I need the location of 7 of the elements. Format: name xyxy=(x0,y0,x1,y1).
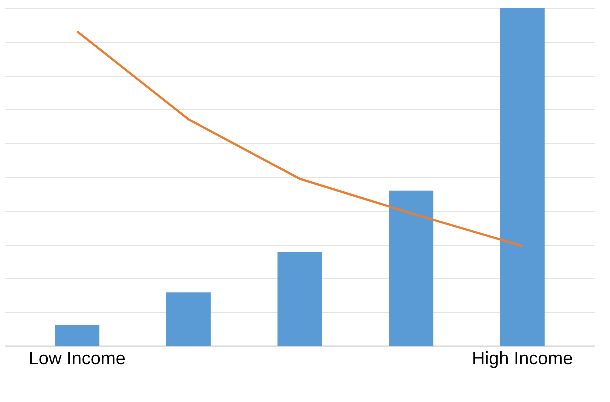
bar xyxy=(55,325,100,346)
bar xyxy=(278,252,322,346)
x-tick-label: High Income xyxy=(472,348,574,368)
x-tick-label: Low Income xyxy=(28,348,126,368)
bar xyxy=(500,8,545,346)
bar xyxy=(166,292,211,346)
bar xyxy=(389,190,434,346)
